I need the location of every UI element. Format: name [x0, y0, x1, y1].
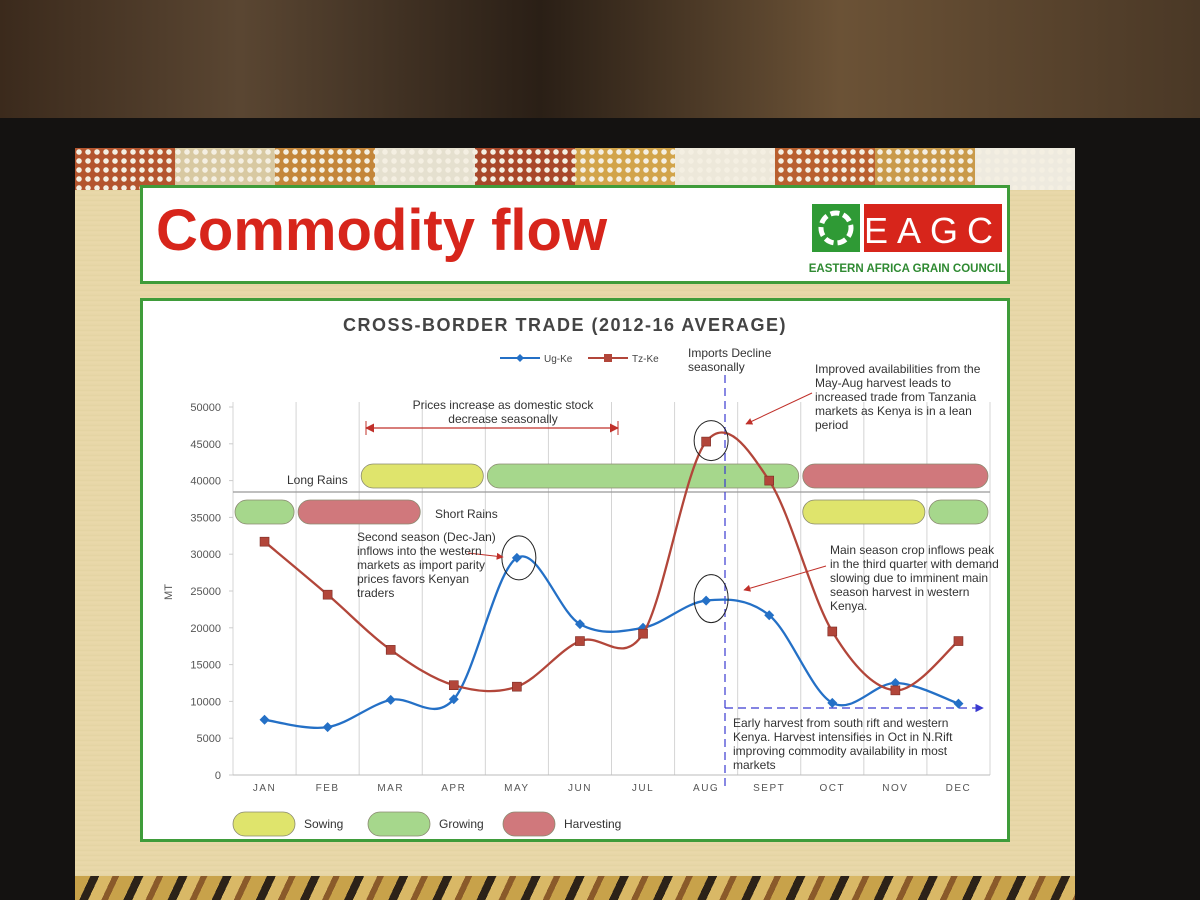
season-bar	[297, 499, 421, 525]
x-tick-label: FEB	[316, 783, 340, 794]
legend-marker	[604, 354, 612, 362]
x-tick-label: MAR	[377, 783, 404, 794]
season-bar	[928, 499, 989, 525]
legend-marker	[516, 354, 524, 362]
y-tick-label: 20000	[190, 623, 221, 635]
y-tick-label: 50000	[190, 402, 221, 414]
y-tick-label: 25000	[190, 586, 221, 598]
legend-label: Ug-Ke	[544, 354, 573, 365]
season-bar	[234, 499, 295, 525]
point	[701, 436, 711, 447]
chart-title: CROSS-BORDER TRADE (2012-16 AVERAGE)	[343, 315, 787, 335]
x-tick-label: APR	[441, 783, 466, 794]
point	[511, 552, 522, 563]
point	[575, 636, 585, 646]
point	[259, 714, 270, 725]
phase-label: Harvesting	[564, 817, 621, 831]
x-tick-label: JAN	[253, 783, 276, 794]
grain-banner	[75, 876, 1075, 900]
callout-arrow	[745, 392, 813, 425]
point	[764, 475, 775, 486]
y-tick-label: 0	[215, 770, 221, 782]
phase-label: Sowing	[304, 817, 343, 831]
grain-banner	[75, 148, 1075, 190]
callout-arrow	[743, 565, 827, 592]
x-tick-label: DEC	[946, 783, 972, 794]
point	[953, 698, 964, 709]
logo-text: EAGC	[864, 210, 1002, 251]
point	[890, 678, 901, 688]
point	[259, 536, 270, 547]
x-tick-label: SEPT	[753, 783, 785, 794]
annotation: Imports Decline seasonally	[688, 346, 772, 374]
season-label: Short Rains	[435, 507, 498, 521]
phase-swatch	[502, 811, 556, 837]
point	[385, 645, 396, 655]
x-tick-label: OCT	[819, 783, 845, 794]
point	[827, 626, 838, 637]
annotation: Second season (Dec-Jan) inflows into the…	[357, 530, 496, 600]
logo-box	[864, 204, 1002, 252]
season-bar	[486, 463, 800, 489]
x-tick-label: NOV	[882, 783, 908, 794]
legend-label: Tz-Ke	[632, 354, 659, 365]
y-tick-label: 45000	[190, 439, 221, 451]
point	[827, 697, 838, 708]
annotation: Early harvest from south rift and wester…	[733, 716, 953, 772]
y-tick-label: 30000	[190, 549, 221, 561]
point	[638, 628, 648, 639]
organization-name: EASTERN AFRICA GRAIN COUNCIL	[809, 263, 1006, 275]
point	[448, 680, 459, 691]
point	[512, 681, 522, 692]
phase-swatch	[367, 811, 431, 837]
logo-icon	[812, 204, 1002, 252]
point	[890, 685, 901, 696]
highlight-circle	[693, 574, 729, 624]
phase-swatch	[232, 811, 296, 837]
annotation: Main season crop inflows peak in the thi…	[830, 543, 999, 613]
y-tick-label: 10000	[190, 696, 221, 708]
point	[448, 694, 459, 705]
point	[322, 589, 333, 600]
y-tick-label: 15000	[190, 660, 221, 672]
callout-arrow	[467, 552, 504, 560]
x-tick-label: MAY	[504, 783, 529, 794]
point	[953, 636, 964, 646]
point	[701, 595, 712, 606]
annotation: Prices increase as domestic stock decrea…	[412, 398, 594, 426]
y-axis-label: MT	[163, 584, 175, 600]
point	[764, 610, 775, 621]
chart-box	[140, 298, 1010, 842]
x-tick-label: JUL	[632, 783, 654, 794]
season-bar	[802, 463, 989, 489]
annotation: Improved availabilities from the May-Aug…	[815, 362, 981, 432]
slide-title: Commodity flow	[156, 198, 608, 263]
season-bar	[360, 463, 484, 489]
season-label: Long Rains	[287, 473, 348, 487]
y-tick-label: 5000	[197, 733, 221, 745]
point	[322, 722, 333, 733]
x-tick-label: JUN	[568, 783, 592, 794]
y-tick-label: 35000	[190, 512, 221, 524]
highlight-circle	[693, 420, 729, 462]
background-room	[0, 0, 1200, 118]
point	[574, 619, 585, 630]
phase-label: Growing	[439, 817, 484, 831]
season-bar	[802, 499, 926, 525]
x-tick-label: AUG	[693, 783, 719, 794]
logo-ring	[818, 210, 854, 246]
y-tick-label: 40000	[190, 476, 221, 488]
point	[385, 694, 396, 705]
